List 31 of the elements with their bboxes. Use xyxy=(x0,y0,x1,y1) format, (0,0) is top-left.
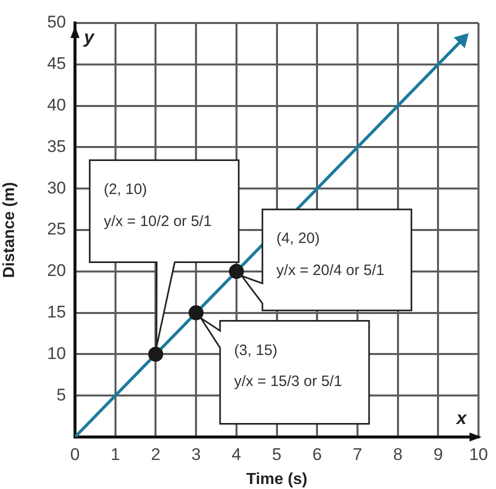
y-tick-label: 50 xyxy=(47,12,66,32)
point xyxy=(228,264,244,279)
x-tick-label: 1 xyxy=(110,444,120,464)
annotation: (3, 15) y/x = 15/3 or 5/1 xyxy=(234,340,342,392)
x-tick-label: 0 xyxy=(70,444,80,464)
y-tick-label: 45 xyxy=(47,54,66,74)
x-tick-label: 3 xyxy=(191,444,201,464)
x-tick-label: 6 xyxy=(312,444,322,464)
x-tick-label: 8 xyxy=(393,444,403,464)
y-tick-label: 10 xyxy=(47,344,66,363)
y-tick-label: 5 xyxy=(56,385,66,404)
y-tick-label: 30 xyxy=(47,178,66,198)
x-axis-title: Time (s) xyxy=(246,470,308,488)
x-tick-label: 5 xyxy=(272,444,282,464)
point xyxy=(148,346,164,362)
y-tick-label: 15 xyxy=(47,302,66,322)
x-tick-label: 7 xyxy=(352,444,362,464)
x-tick-label: 10 xyxy=(469,444,488,464)
y-tick-label: 20 xyxy=(47,261,66,280)
point xyxy=(188,305,204,320)
y-tick-label: 25 xyxy=(47,220,66,239)
x-tick-label: 9 xyxy=(433,444,443,464)
y-axis-title: Distance (m) xyxy=(1,182,18,278)
y-tick-label: 40 xyxy=(47,95,66,114)
x-tick-label: 2 xyxy=(150,444,160,464)
annotation: (2, 10) y/x = 10/2 or 5/1 xyxy=(104,180,212,232)
annotation: (4, 20) y/x = 20/4 or 5/1 xyxy=(276,229,384,281)
x-tick-label: 4 xyxy=(232,444,242,464)
annotation: x xyxy=(456,408,467,428)
y-tick-label: 35 xyxy=(47,136,66,156)
annotation: y xyxy=(84,27,94,47)
